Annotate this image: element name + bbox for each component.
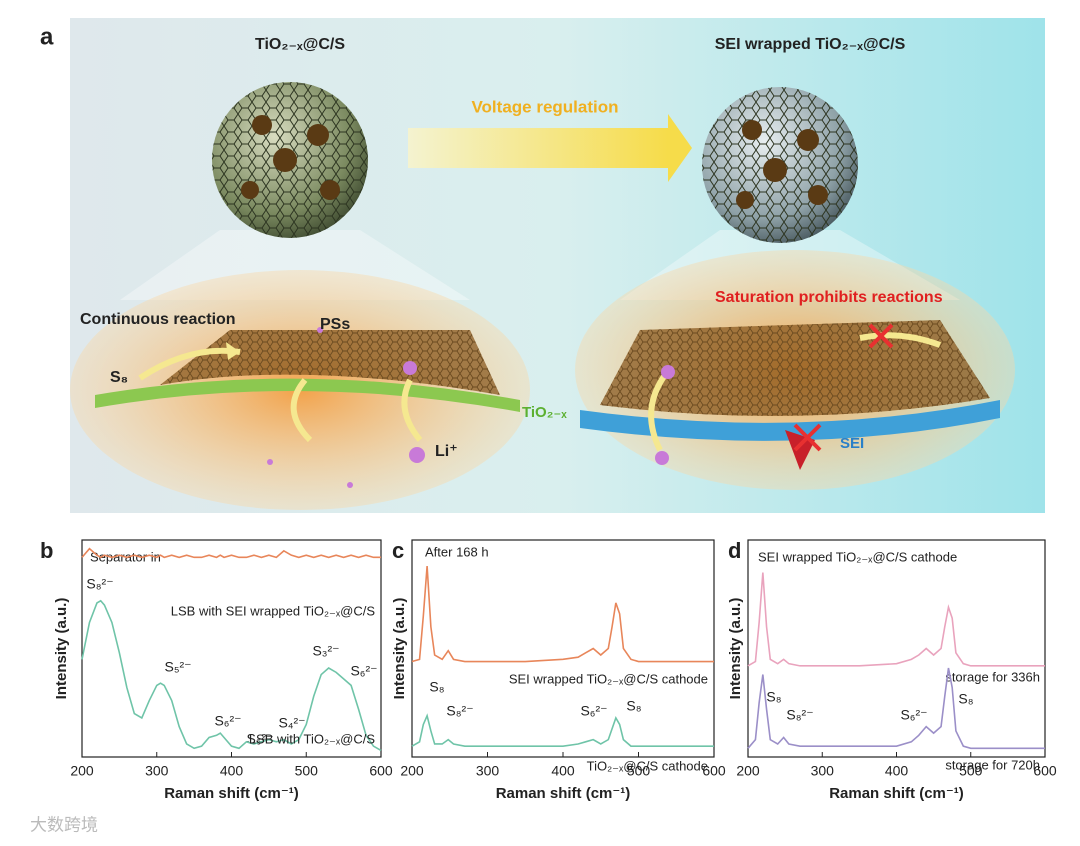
x-axis-title: Raman shift (cm⁻¹) bbox=[496, 785, 631, 802]
spectrum-line bbox=[747, 572, 1045, 667]
y-axis-title: Intensity (a.u.) bbox=[53, 598, 70, 700]
chart-title: After 168 h bbox=[425, 544, 489, 559]
spectrum-line bbox=[411, 713, 714, 747]
series-label: SEI wrapped TiO₂₋ₓ@C/S cathode bbox=[509, 671, 708, 686]
label: TiO₂₋ₓ bbox=[522, 404, 567, 421]
series-label: LSB with SEI wrapped TiO₂₋ₓ@C/S bbox=[171, 603, 376, 618]
peak-label: S₃²⁻ bbox=[312, 643, 339, 659]
peak-label: S₄²⁻ bbox=[278, 715, 305, 731]
x-tick-label: 600 bbox=[1033, 763, 1057, 779]
panel-a-art bbox=[70, 18, 1045, 513]
x-tick-label: 600 bbox=[702, 763, 726, 779]
plot-frame bbox=[411, 539, 715, 758]
label: S₈ bbox=[110, 369, 128, 386]
x-axis-title: Raman shift (cm⁻¹) bbox=[829, 785, 964, 802]
watermark: 大数跨境 bbox=[30, 815, 98, 834]
sphere-title: SEI wrapped TiO₂₋ₓ@C/S bbox=[715, 36, 906, 53]
sphere-title: TiO₂₋ₓ@C/S bbox=[255, 36, 345, 53]
peak-label: S₈ bbox=[766, 689, 781, 705]
x-tick-label: 400 bbox=[885, 763, 909, 779]
label: SEI bbox=[840, 435, 864, 452]
arrow-label: Voltage regulation bbox=[471, 97, 618, 116]
x-tick-label: 300 bbox=[811, 763, 835, 779]
x-tick-label: 400 bbox=[551, 763, 575, 779]
x-tick-label: 400 bbox=[220, 763, 244, 779]
panel-letter: b bbox=[40, 538, 53, 563]
y-axis-title: Intensity (a.u.) bbox=[727, 598, 744, 700]
peak-label: S₆²⁻ bbox=[246, 731, 273, 747]
label: PSs bbox=[320, 316, 350, 333]
x-tick-label: 600 bbox=[369, 763, 393, 779]
peak-label: S₈²⁻ bbox=[786, 707, 813, 723]
peak-label: S₆²⁻ bbox=[900, 707, 927, 723]
panel-a-labels: a TiO₂₋ₓ@C/S SEI wrapped TiO₂₋ₓ@C/S Volt… bbox=[30, 23, 943, 834]
spectrum-line bbox=[81, 547, 381, 559]
series-label: storage for 720h bbox=[945, 757, 1040, 772]
y-axis-title: Intensity (a.u.) bbox=[391, 598, 408, 700]
spectrum-line bbox=[411, 565, 714, 663]
panel-letter: d bbox=[728, 538, 741, 563]
peak-label: S₅²⁻ bbox=[164, 659, 191, 675]
peak-label: S₈ bbox=[626, 698, 641, 714]
peak-label: S₈²⁻ bbox=[446, 703, 473, 719]
peak-label: S₈ bbox=[429, 679, 444, 695]
label: Saturation prohibits reactions bbox=[715, 289, 943, 306]
x-tick-label: 500 bbox=[627, 763, 651, 779]
series-label: LSB with TiO₂₋ₓ@C/S bbox=[249, 731, 376, 746]
x-tick-label: 200 bbox=[70, 763, 94, 779]
x-tick-label: 200 bbox=[400, 763, 424, 779]
panel-letter: c bbox=[392, 538, 404, 563]
series-label: storage for 336h bbox=[945, 669, 1040, 684]
peak-label: S₆²⁻ bbox=[580, 703, 607, 719]
spectrum-line bbox=[747, 667, 1045, 750]
series-label: TiO₂₋ₓ@C/S cathode bbox=[587, 758, 708, 773]
x-tick-label: 200 bbox=[736, 763, 760, 779]
spectrum-line bbox=[81, 599, 382, 752]
peak-label: S₆²⁻ bbox=[214, 713, 241, 729]
x-tick-label: 300 bbox=[145, 763, 169, 779]
x-tick-label: 500 bbox=[959, 763, 983, 779]
peak-label: S₆²⁻ bbox=[350, 663, 377, 679]
label: Continuous reaction bbox=[80, 311, 236, 328]
x-axis-title: Raman shift (cm⁻¹) bbox=[164, 785, 299, 802]
chart-title: SEI wrapped TiO₂₋ₓ@C/S cathode bbox=[758, 549, 957, 564]
plot-frame bbox=[747, 539, 1046, 758]
peak-label: S₈²⁻ bbox=[86, 576, 113, 592]
panel-letter: a bbox=[40, 23, 54, 50]
x-tick-label: 300 bbox=[476, 763, 500, 779]
peak-label: S₈ bbox=[958, 691, 973, 707]
x-tick-label: 500 bbox=[295, 763, 319, 779]
label: Li⁺ bbox=[435, 443, 458, 460]
